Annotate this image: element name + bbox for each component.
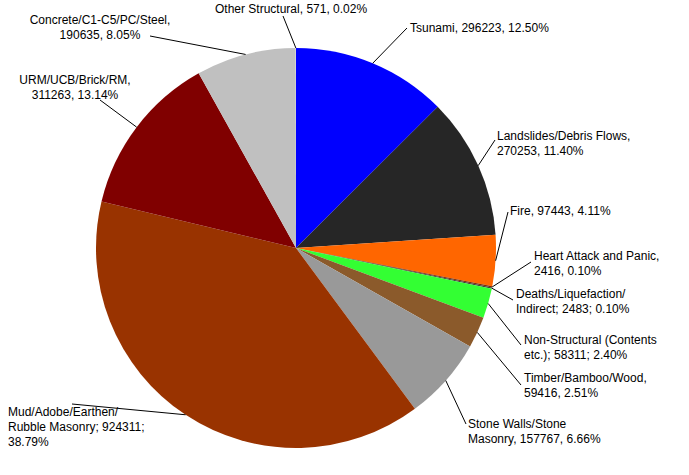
label-part: 97443 [537,204,571,218]
leader-line [492,262,531,287]
label-part: 2416 [534,264,561,278]
label-part: 311263 [32,88,71,102]
label-part: , [643,371,646,385]
leader-line [477,332,521,385]
label-part: 38.79% [8,435,49,449]
leader-line [496,212,508,261]
label-part: Mud/Adobe/Earthen/ [8,405,119,419]
label-part: 2.51% [564,386,598,400]
leader-line [100,100,137,127]
label-part: Concrete/C1-C5/PC/Steel [30,13,167,27]
data-labels: Tsunami, 296223, 12.50% Landslides/Debris… [8,2,659,449]
label-part: 13.14% [78,88,119,102]
leader-line [373,28,407,63]
label-part: , [167,13,170,27]
data-label: Fire, 97443, 4.11% [510,204,611,218]
label-part: Indirect [516,302,556,316]
pie-slice [199,48,296,248]
data-label: Non-Structural (Contentsetc.); 58311; 2.… [524,333,657,362]
leader-line [478,140,495,166]
data-label: Tsunami, 296223, 12.50% [410,21,549,35]
data-label: Heart Attack and Panic,2416, 0.10% [534,249,659,278]
label-part: 0.02% [333,2,367,16]
data-label: Mud/Adobe/Earthen/Rubble Masonry; 924311… [8,405,145,449]
data-label: Landslides/Debris Flows,270253, 11.40% [497,129,630,158]
data-label: Other Structural, 571, 0.02% [215,2,367,16]
label-part: ; [141,420,144,434]
label-part: Landslides/Debris Flows [497,129,627,143]
data-label: Deaths/Liquefaction/Indirect; 2483; 0.10… [516,287,630,316]
label-part: 157767 [520,432,560,446]
pie-slice [295,48,296,248]
label-part: 924311 [102,420,141,434]
label-part: 2.40% [593,348,627,362]
label-part: 59416 [524,386,558,400]
label-part: 270253 [497,144,537,158]
label-part: 12.50% [508,21,549,35]
leader-line [446,381,466,424]
label-part: Timber/Bamboo/Wood [524,371,643,385]
label-part: 2483 [562,302,589,316]
chart: Tsunami, 296223, 12.50% Landslides/Debris… [0,0,689,475]
data-label: URM/UCB/Brick/RM,311263, 13.14% [19,73,130,102]
label-part: Rubble Masonry [8,420,95,434]
slices [96,48,496,448]
leader-line [492,288,513,300]
label-part: Deaths/Liquefaction/ [516,287,626,301]
label-part: , [127,73,130,87]
data-label: Timber/Bamboo/Wood,59416, 2.51% [524,371,647,400]
label-part: Stone Walls/Stone [468,417,567,431]
label-part: 11.40% [544,144,584,158]
label-part: 4.11% [577,204,610,218]
label-part: 296223 [461,21,501,35]
label-part: Other Structural [215,2,300,16]
label-part: Tsunami [410,21,455,35]
label-part: 0.10% [567,264,601,278]
label-part: Non-Structural (Contents [524,333,657,347]
leader-line [283,16,296,48]
leader-line [150,36,246,54]
label-part: Masonry [468,432,514,446]
label-part: 0.10% [595,302,629,316]
label-part: Fire [510,204,531,218]
label-part: Heart Attack and Panic [534,249,656,263]
label-part: URM/UCB/Brick/RM [19,73,127,87]
label-part: 190635 [60,28,100,42]
pie-slice [296,107,496,248]
data-label: Concrete/C1-C5/PC/Steel,190635, 8.05% [30,13,171,42]
label-part: 571 [306,2,326,16]
data-label: Stone Walls/StoneMasonry, 157767, 6.66% [468,417,601,446]
label-part: etc.) [524,348,547,362]
label-part: , [627,129,630,143]
label-part: , [656,249,659,263]
label-part: 8.05% [106,28,140,42]
label-part: 6.66% [567,432,601,446]
leader-lines [72,16,531,424]
label-part: 58311 [554,348,587,362]
